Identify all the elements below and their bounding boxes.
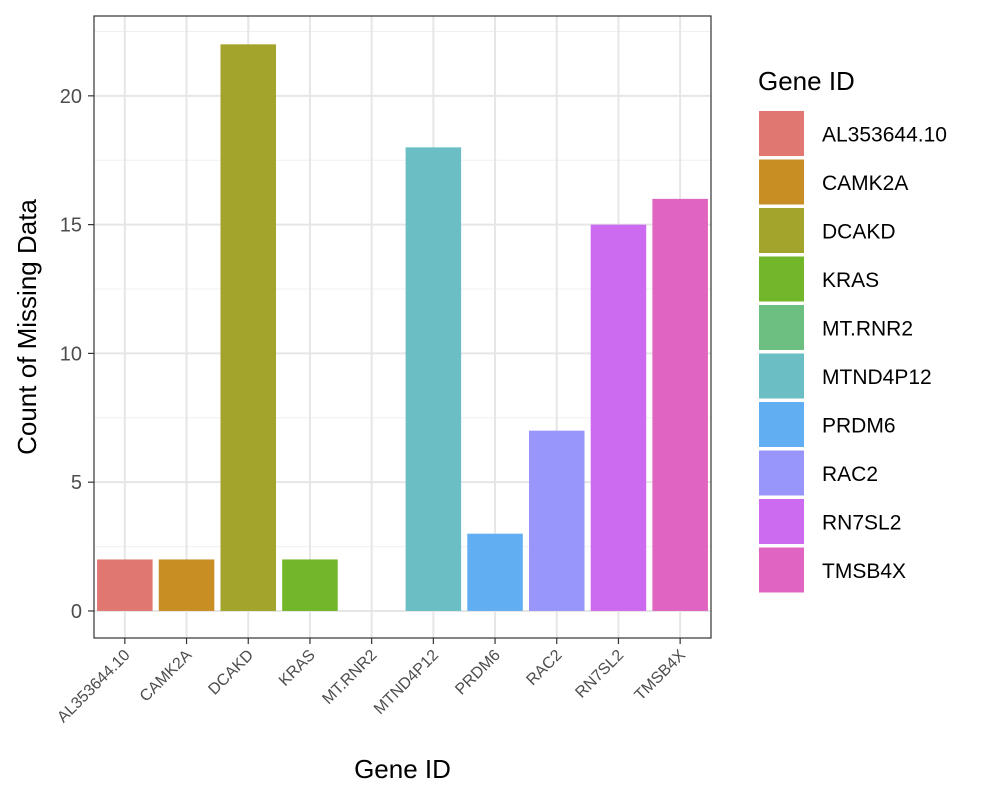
legend-label: DCAKD <box>822 221 896 244</box>
legend-label: PRDM6 <box>822 415 896 438</box>
legend-label: RN7SL2 <box>822 512 901 535</box>
bar-prdm6 <box>467 533 523 611</box>
bar-al353644-10 <box>97 559 153 611</box>
legend-label: KRAS <box>822 269 879 292</box>
bars <box>97 44 708 611</box>
x-tick-label: RAC2 <box>523 647 565 689</box>
legend-label: MT.RNR2 <box>822 318 913 341</box>
x-axis: AL353644.10 CAMK2A DCAKD KRAS MT.RNR2MTND4P1… <box>54 638 689 726</box>
x-tick-label: PRDM6 <box>452 647 504 699</box>
x-tick-label: MT.RNR2 <box>319 647 380 708</box>
bar-mtnd4p12 <box>405 147 462 611</box>
legend: Gene ID AL353644.10 CAMK2A DCAKD KRAS MT.RNR… <box>758 66 947 593</box>
bar-dcakd <box>220 44 277 611</box>
legend-label: RAC2 <box>822 463 878 486</box>
x-tick-label: CAMK2A <box>137 647 196 706</box>
y-axis-title: Count of Missing Data <box>12 199 42 455</box>
x-tick-label: TMSB4X <box>632 647 690 705</box>
legend-label: CAMK2A <box>822 172 908 195</box>
legend-label: TMSB4X <box>822 560 906 583</box>
legend-key <box>759 305 804 350</box>
bar-camk2a <box>158 559 215 611</box>
y-tick-label: 10 <box>60 343 82 365</box>
bar-kras <box>282 559 338 611</box>
x-axis-title: Gene ID <box>354 754 451 784</box>
bar-rac2 <box>528 430 585 611</box>
y-tick-label: 15 <box>60 215 82 237</box>
plot-panel-border <box>93 15 712 639</box>
legend-key <box>759 499 804 544</box>
y-tick-label: 20 <box>60 86 82 108</box>
legend-key <box>759 111 804 156</box>
legend-key <box>759 402 804 447</box>
x-tick-label: KRAS <box>276 647 319 690</box>
legend-key <box>759 256 804 302</box>
legend-label: AL353644.10 <box>822 124 947 147</box>
y-axis: 0 5 10 15 20 <box>60 86 94 623</box>
legend-key <box>759 353 804 399</box>
bar-tmsb4x <box>652 198 708 611</box>
legend-label: MTND4P12 <box>822 366 932 389</box>
x-tick-label: MTND4P12 <box>371 647 442 718</box>
legend-title: Gene ID <box>758 66 855 96</box>
legend-key <box>759 450 804 496</box>
y-tick-label: 0 <box>71 601 82 623</box>
y-tick-label: 5 <box>71 472 82 494</box>
legend-key <box>759 547 804 593</box>
legend-key <box>759 159 804 205</box>
x-tick-label: AL353644.10 <box>54 647 133 726</box>
x-tick-label: RN7SL2 <box>572 647 627 702</box>
bar-rn7sl2 <box>590 224 647 611</box>
legend-key <box>759 208 804 253</box>
x-tick-label: DCAKD <box>205 647 257 699</box>
